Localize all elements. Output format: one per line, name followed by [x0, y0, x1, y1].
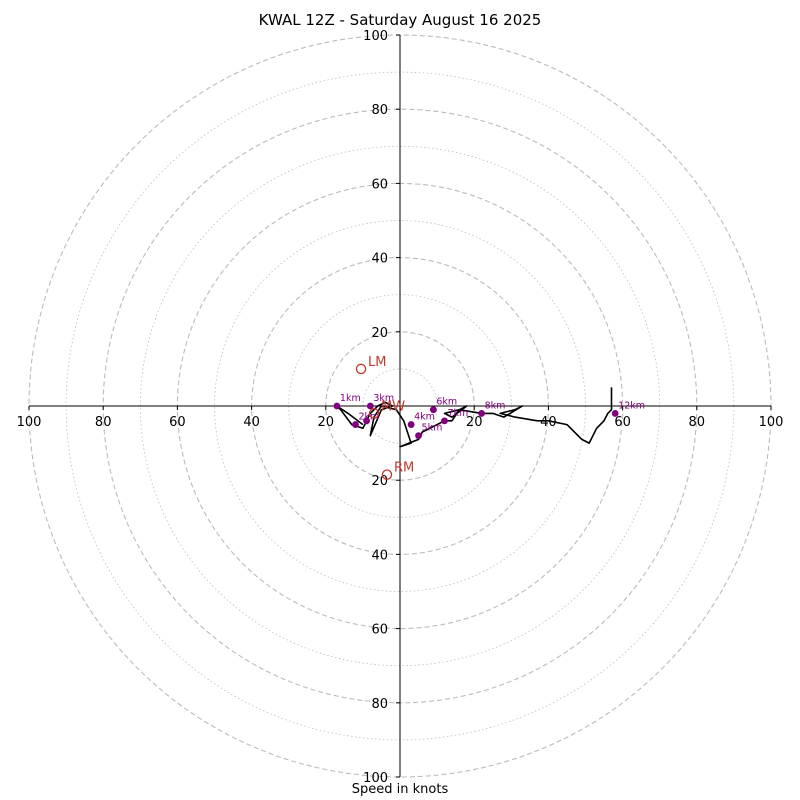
y-tick-label: 100 [363, 29, 388, 44]
y-tick-label: 60 [371, 623, 388, 638]
height-marker-dot [407, 421, 415, 428]
height-marker-dot [366, 402, 374, 410]
storm-motion-marker [368, 408, 380, 419]
height-marker-dot [352, 421, 359, 428]
y-tick-label: 100 [363, 771, 388, 786]
height-marker-dot [441, 417, 448, 425]
height-marker-dot [478, 410, 486, 417]
x-tick-label: 20 [318, 415, 335, 430]
y-tick-label: 60 [371, 177, 388, 192]
y-tick-label: 20 [371, 326, 388, 341]
x-axis-label: Speed in knots [351, 782, 449, 797]
storm-motion-label: RM [394, 461, 414, 476]
x-tick-label: 60 [614, 415, 631, 430]
y-tick-label: 20 [371, 474, 388, 489]
height-marker-label: 3km [373, 393, 394, 404]
y-tick-label: 40 [371, 548, 388, 563]
height-marker-label: 2km [358, 412, 379, 423]
height-marker-dot [333, 402, 341, 410]
height-marker-label: 8km [485, 400, 506, 411]
x-tick-label: 80 [689, 415, 706, 430]
height-marker-dot [363, 417, 371, 425]
x-tick-label: 40 [243, 415, 260, 430]
x-tick-label: 100 [17, 415, 42, 430]
x-tick-label: 60 [169, 415, 186, 430]
height-marker-dot [429, 406, 437, 414]
storm-motion-marker [381, 469, 393, 480]
y-tick-label: 80 [371, 103, 388, 118]
y-tick-label: 40 [371, 252, 388, 267]
chart-title: KWAL 12Z - Saturday August 16 2025 [258, 11, 542, 29]
height-marker-label: 7km [448, 408, 469, 419]
x-tick-label: 20 [466, 415, 483, 430]
x-tick-label: 40 [540, 415, 557, 430]
storm-motion-label: MW [381, 399, 405, 414]
height-marker-dot [611, 410, 619, 417]
height-marker-label: 1km [340, 393, 361, 404]
storm-motion-label: LM [368, 355, 386, 370]
height-marker-label: 6km [436, 397, 457, 408]
x-tick-label: 100 [759, 415, 784, 430]
x-tick-label: 80 [95, 415, 112, 430]
y-tick-label: 80 [371, 697, 388, 712]
height-marker-label: 5km [422, 423, 443, 434]
height-marker-dot [415, 432, 422, 440]
storm-motion-marker [355, 363, 367, 375]
height-marker-label: 4km [414, 412, 435, 423]
height-marker-label: 12km [618, 400, 645, 411]
